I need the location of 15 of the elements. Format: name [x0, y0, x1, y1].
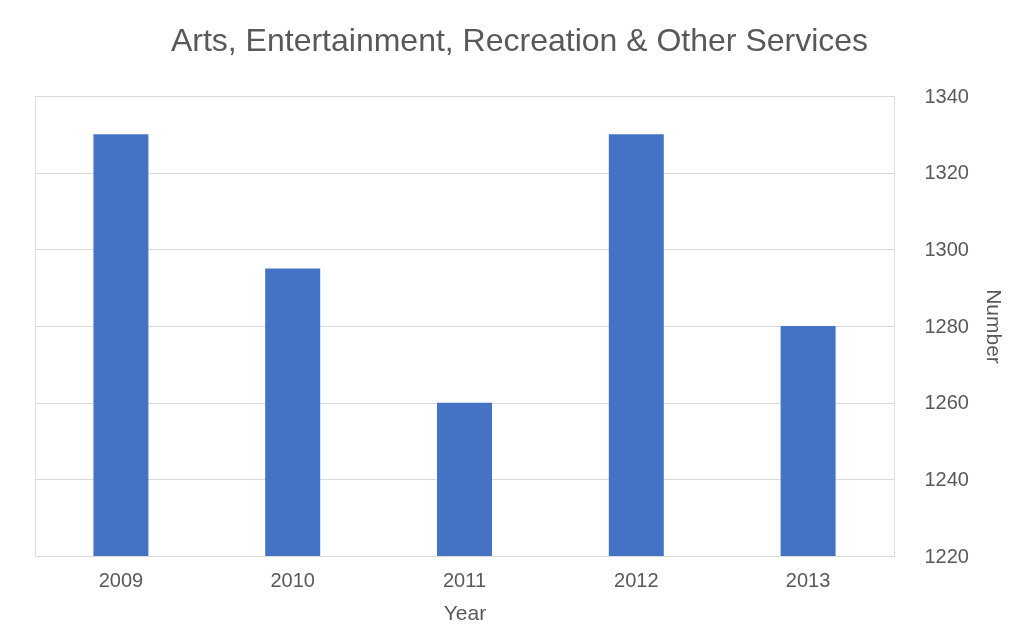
- x-tick-label: 2009: [98, 568, 144, 591]
- x-tick-label: 2011: [442, 568, 487, 591]
- x-axis-title: Year: [443, 600, 487, 624]
- x-tick-label: 2012: [614, 568, 659, 591]
- y-tick-label: 1280: [924, 314, 969, 337]
- x-tick-label: 2013: [785, 568, 831, 591]
- y-tick-label: 1240: [924, 467, 969, 490]
- y-tick-label: 1340: [924, 84, 969, 107]
- chart-title: Arts, Entertainment, Recreation & Other Services: [170, 22, 869, 58]
- y-axis-title: Number: [982, 289, 1006, 364]
- y-tick-label: 1320: [924, 161, 969, 184]
- x-tick-label: 2010: [270, 568, 315, 591]
- y-tick-label: 1260: [924, 391, 969, 414]
- y-tick-label: 1220: [924, 544, 969, 567]
- y-tick-label: 1300: [924, 237, 969, 260]
